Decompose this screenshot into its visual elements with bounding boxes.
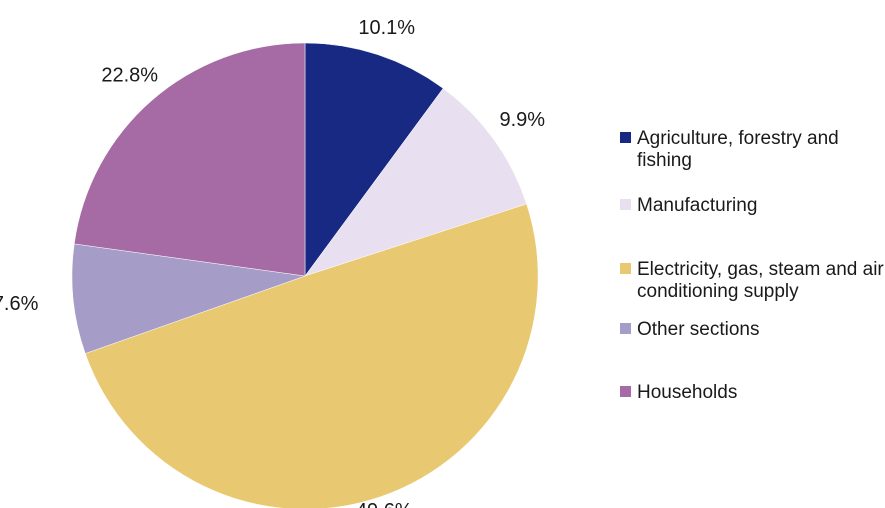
- legend-swatch-electricity: [620, 263, 631, 274]
- legend-swatch-other-sections: [620, 323, 631, 334]
- data-label-households: 22.8%: [101, 65, 158, 87]
- data-label-other-sections: 7.6%: [0, 293, 39, 315]
- legend-label-electricity: Electricity, gas, steam and air conditio…: [637, 259, 885, 303]
- legend-swatch-manufacturing: [620, 199, 631, 210]
- legend-swatch-households: [620, 386, 631, 397]
- data-label-electricity: 49.6%: [356, 500, 413, 508]
- legend-item-electricity: Electricity, gas, steam and air conditio…: [620, 259, 885, 303]
- data-label-manufacturing: 9.9%: [500, 109, 546, 131]
- legend-label-manufacturing: Manufacturing: [637, 195, 885, 217]
- data-label-agriculture: 10.1%: [358, 17, 415, 39]
- legend-item-manufacturing: Manufacturing: [620, 195, 885, 217]
- legend-item-households: Households: [620, 382, 885, 404]
- legend-label-agriculture: Agriculture, forestry and fishing: [637, 128, 885, 172]
- legend-label-households: Households: [637, 382, 885, 404]
- legend-label-other-sections: Other sections: [637, 319, 885, 341]
- legend-item-other-sections: Other sections: [620, 319, 885, 341]
- pie-chart: 10.1% 9.9% 49.6% 7.6% 22.8%: [0, 0, 620, 508]
- legend-item-agriculture: Agriculture, forestry and fishing: [620, 128, 885, 172]
- legend: Agriculture, forestry and fishing Manufa…: [620, 0, 885, 508]
- legend-swatch-agriculture: [620, 132, 631, 143]
